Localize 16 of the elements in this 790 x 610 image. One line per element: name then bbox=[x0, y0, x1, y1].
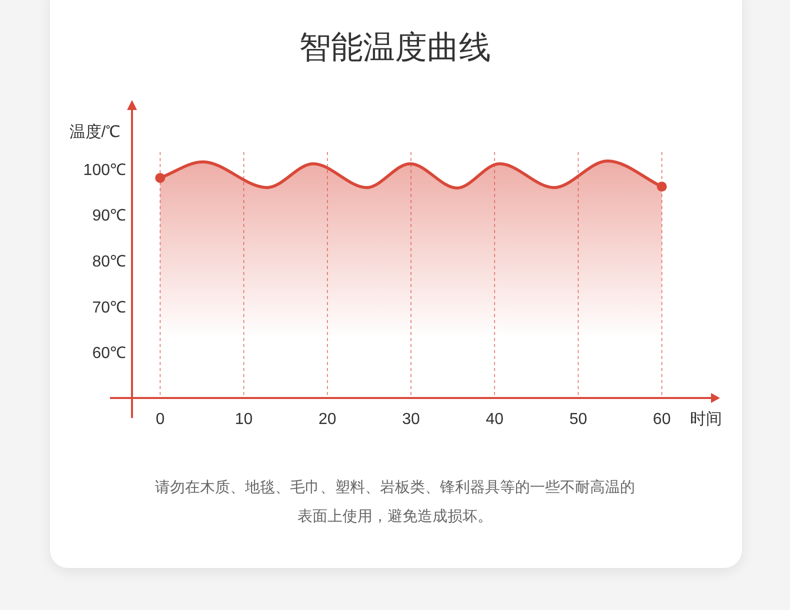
x-tick-label: 30 bbox=[402, 411, 420, 428]
y-tick-label: 90℃ bbox=[92, 208, 126, 225]
y-tick-label: 80℃ bbox=[92, 253, 126, 270]
x-tick-label: 40 bbox=[486, 411, 504, 428]
y-axis-title: 温度/℃ bbox=[69, 123, 121, 141]
chart-title: 智能温度曲线 bbox=[299, 29, 491, 65]
y-tick-label: 60℃ bbox=[92, 345, 126, 362]
x-tick-label: 50 bbox=[569, 411, 588, 428]
x-tick-label: 60 bbox=[652, 411, 671, 428]
x-axis-title: 时间 bbox=[690, 410, 722, 428]
text: 请勿在木质、地毯、毛巾、塑料、岩板类、锋利器具等的一些不耐高温的表面上使用，避免造成损坏。 bbox=[154, 478, 636, 527]
x-tick-label: 20 bbox=[318, 411, 336, 428]
y-tick-label: 100℃ bbox=[83, 162, 126, 179]
x-tick-label: 0 bbox=[156, 411, 165, 428]
x-tick-label: 10 bbox=[234, 411, 253, 428]
y-tick-label: 70℃ bbox=[92, 299, 126, 316]
